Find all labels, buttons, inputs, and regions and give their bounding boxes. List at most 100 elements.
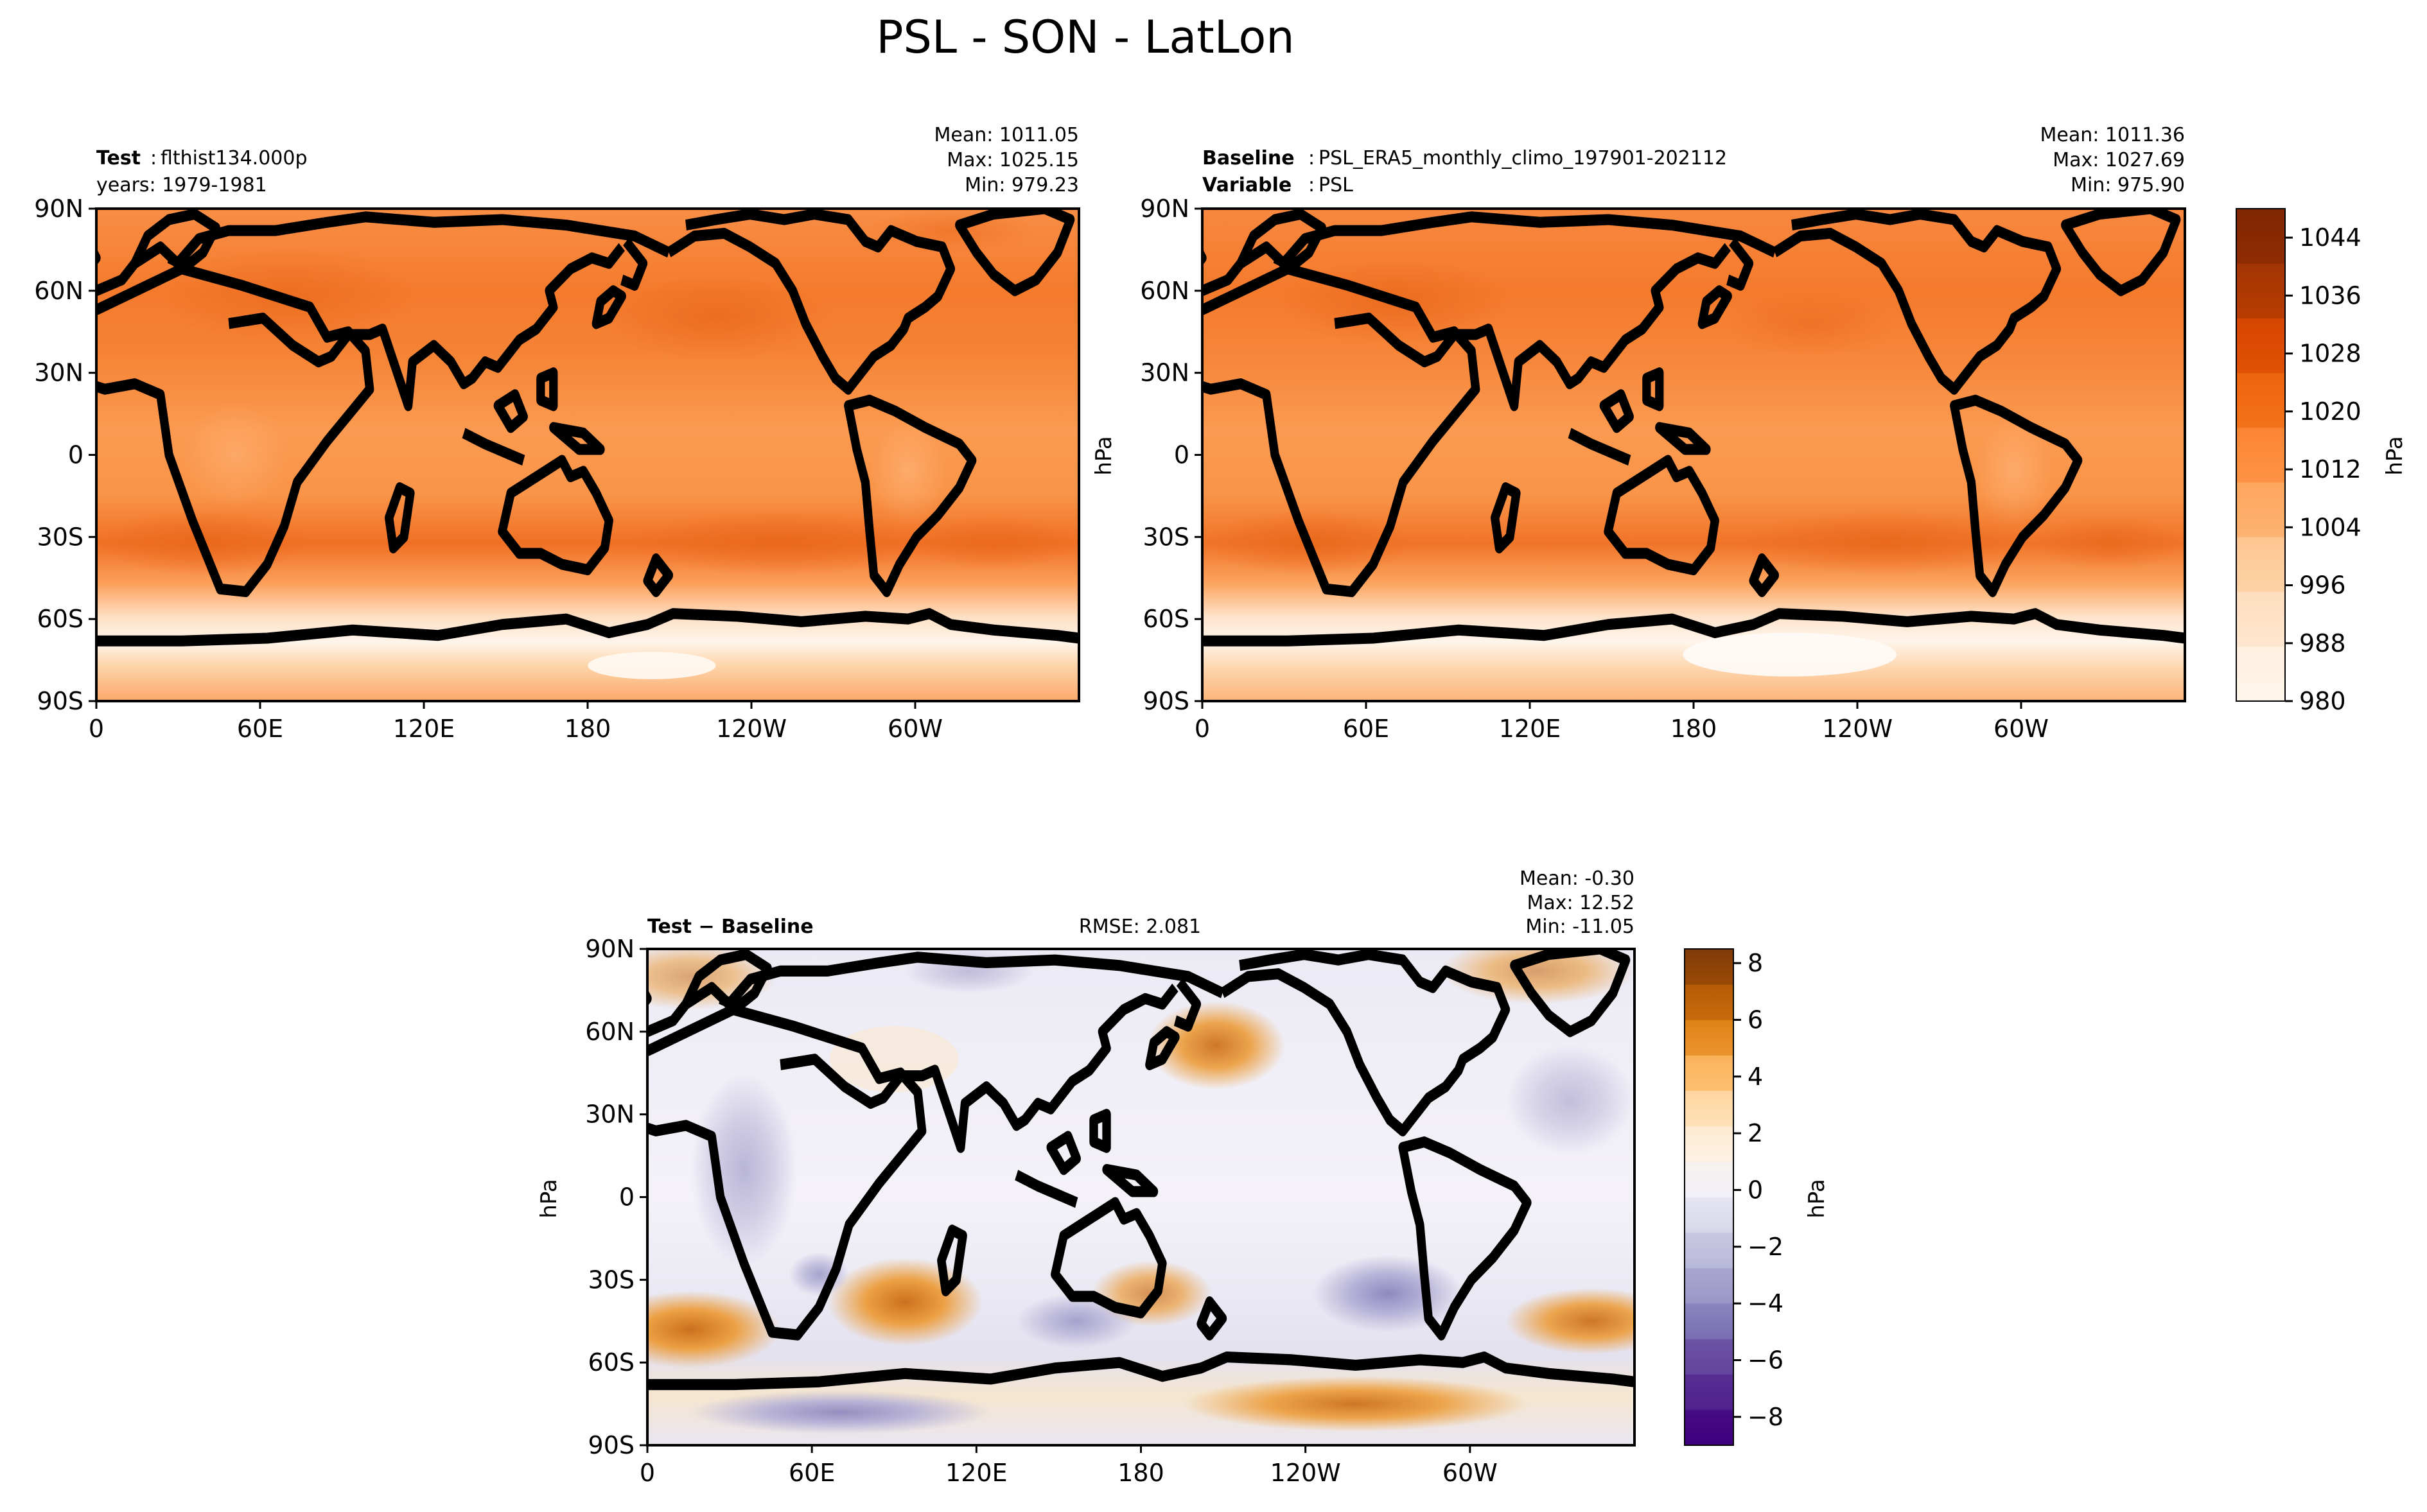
- psl-colorbar-tick-label: 996: [2299, 571, 2346, 600]
- diff-xtick-label: 60E: [789, 1459, 835, 1487]
- psl-colorbar: 980 988 996 1004 1012 1020 1028 1036 1044 hPa: [2236, 208, 2408, 715]
- baseline-ytick-label: 60N: [1140, 277, 1189, 305]
- test-xtick-label: 60W: [888, 715, 943, 743]
- diff-colorbar-tick-label: 8: [1748, 949, 1763, 977]
- test-label-text: flthist134.000p: [161, 147, 308, 169]
- psl-colorbar-tick-label: 988: [2299, 629, 2346, 657]
- baseline-variable-text: PSL: [1319, 174, 1353, 196]
- diff-colorbar-tick-label: −6: [1748, 1346, 1783, 1374]
- baseline-label-text: PSL_ERA5_monthly_climo_197901-202112: [1319, 147, 1727, 169]
- diff-colorbar-band: [1685, 1126, 1733, 1162]
- baseline-ytick-label: 0: [1174, 441, 1189, 469]
- psl-colorbar-band: [2236, 209, 2285, 264]
- svg-text::: :: [1308, 147, 1315, 169]
- diff-ytick-label: 30N: [585, 1100, 635, 1129]
- baseline-label-bold: Baseline: [1202, 147, 1295, 169]
- baseline-ytick-label: 30S: [1143, 523, 1189, 551]
- diff-colorbar-tick-label: 6: [1748, 1005, 1763, 1034]
- diff-ytick-label: 90S: [588, 1431, 635, 1459]
- diff-ytick-label: 0: [619, 1183, 635, 1212]
- baseline-ytick-label: 90N: [1140, 195, 1189, 223]
- diff-colorbar-band: [1685, 1339, 1733, 1375]
- psl-colorbar-tick-label: 1012: [2299, 455, 2361, 483]
- test-ytick-label: 0: [68, 441, 83, 469]
- psl-colorbar-band: [2236, 537, 2285, 593]
- psl-colorbar-tick-label: 1020: [2299, 397, 2361, 426]
- diff-ytick-label: 90N: [585, 935, 635, 963]
- psl-colorbar-band: [2236, 318, 2285, 374]
- test-min: Min: 979.23: [965, 174, 1079, 196]
- psl-colorbar-band: [2236, 646, 2285, 702]
- diff-colorbar-tick-label: 2: [1748, 1119, 1763, 1147]
- diff-xtick-label: 180: [1117, 1459, 1164, 1487]
- diff-ytick-label: 60N: [585, 1018, 635, 1046]
- baseline-mean: Mean: 1011.36: [2040, 124, 2185, 146]
- diff-colorbar-tick-label: −8: [1748, 1403, 1783, 1431]
- diff-colorbar-tick-label: −4: [1748, 1289, 1783, 1317]
- psl-colorbar-band: [2236, 427, 2285, 483]
- baseline-max: Max: 1027.69: [2053, 149, 2185, 171]
- test-xtick-label: 120W: [716, 715, 787, 743]
- psl-colorbar-tick-label: 1028: [2299, 340, 2361, 368]
- figure-title: PSL - SON - LatLon: [876, 11, 1294, 64]
- baseline-ytick-label: 90S: [1143, 687, 1189, 715]
- diff-colorbar-band: [1685, 1374, 1733, 1411]
- test-xtick-label: 60E: [237, 715, 283, 743]
- baseline-xtick-label: 120E: [1499, 715, 1561, 743]
- diff-colorbar-band: [1685, 1197, 1733, 1233]
- diff-colorbar-band: [1685, 1090, 1733, 1127]
- psl-colorbar-tick-label: 980: [2299, 687, 2346, 715]
- test-label-bold: Test: [96, 147, 141, 169]
- baseline-xtick-label: 0: [1195, 715, 1210, 743]
- diff-colorbar-band: [1685, 949, 1733, 985]
- psl-colorbar-band: [2236, 372, 2285, 428]
- diff-xtick-label: 60W: [1442, 1459, 1498, 1487]
- test-panel: Test : flthist134.000p years: 1979-1981 …: [34, 124, 1080, 743]
- baseline-xtick-label: 60W: [1993, 715, 2049, 743]
- diff-min: Min: -11.05: [1525, 916, 1634, 938]
- diff-colorbar-band: [1685, 1232, 1733, 1269]
- diff-label: Test − Baseline: [647, 916, 814, 938]
- baseline-xtick-label: 180: [1670, 715, 1717, 743]
- baseline-ytick-label: 30N: [1140, 359, 1189, 387]
- psl-colorbar-tick-label: 1036: [2299, 281, 2361, 309]
- diff-ylabel: hPa: [536, 1179, 562, 1218]
- diff-colorbar-band: [1685, 1055, 1733, 1091]
- psl-colorbar-band: [2236, 482, 2285, 537]
- diff-colorbar-band: [1685, 984, 1733, 1020]
- diff-xtick-label: 120E: [945, 1459, 1008, 1487]
- diff-ytick-label: 30S: [588, 1265, 635, 1294]
- test-ytick-label: 60S: [37, 605, 83, 633]
- test-years: years: 1979-1981: [96, 174, 267, 196]
- test-map: [96, 209, 1079, 701]
- diff-map: [647, 949, 1634, 1445]
- psl-colorbar-band: [2236, 263, 2285, 318]
- baseline-xtick-label: 60E: [1343, 715, 1389, 743]
- test-ytick-label: 60N: [34, 277, 83, 305]
- baseline-min: Min: 975.90: [2071, 174, 2185, 196]
- diff-colorbar-tick-label: 4: [1748, 1063, 1763, 1091]
- diff-colorbar-tick-label: −2: [1748, 1233, 1783, 1261]
- baseline-xtick-label: 120W: [1822, 715, 1893, 743]
- test-max: Max: 1025.15: [947, 149, 1079, 171]
- diff-xtick-label: 120W: [1270, 1459, 1341, 1487]
- diff-rmse: RMSE: 2.081: [1079, 916, 1201, 938]
- diff-colorbar-band: [1685, 1161, 1733, 1197]
- diff-colorbar-tick-label: 0: [1748, 1176, 1763, 1204]
- test-xtick-label: 180: [565, 715, 611, 743]
- svg-text::: :: [150, 147, 157, 169]
- test-ytick-label: 90S: [37, 687, 83, 715]
- psl-colorbar-tick-label: 1044: [2299, 223, 2361, 252]
- diff-ytick-label: 60S: [588, 1348, 635, 1377]
- baseline-ytick-label: 60S: [1143, 605, 1189, 633]
- test-ytick-label: 90N: [34, 195, 83, 223]
- baseline-ylabel: hPa: [1091, 436, 1117, 475]
- psl-colorbar-label: hPa: [2382, 436, 2408, 475]
- diff-colorbar-band: [1685, 1267, 1733, 1304]
- psl-colorbar-band: [2236, 591, 2285, 647]
- test-mean: Mean: 1011.05: [934, 124, 1079, 146]
- diff-colorbar: −8 −6 −4 −2 0 2 4 6 8 hPa: [1684, 948, 1830, 1446]
- diff-max: Max: 12.52: [1527, 892, 1634, 914]
- diff-colorbar-label: hPa: [1804, 1179, 1830, 1218]
